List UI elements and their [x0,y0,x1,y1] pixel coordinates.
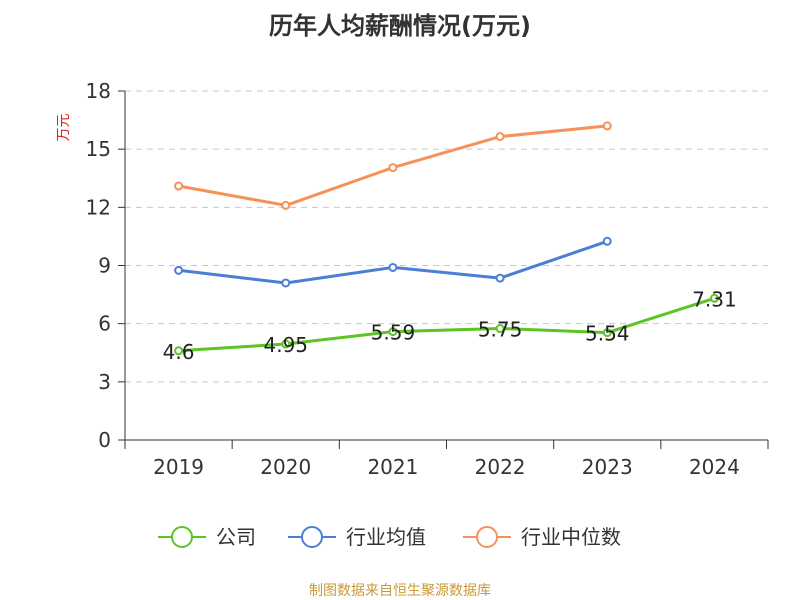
series-point-1 [388,262,398,272]
series-point-2 [281,200,291,210]
data-label: 5.75 [478,318,523,342]
data-label: 4.95 [263,333,308,357]
y-tick-label: 15 [86,137,111,161]
series-point-1 [495,273,505,283]
series-point-0 [388,327,398,337]
x-tick-label: 2022 [475,455,526,479]
grid-lines [125,90,768,383]
series-point-2 [495,132,505,142]
series-point-0 [602,328,612,338]
series-point-0 [495,324,505,334]
legend-marker-0 [171,526,193,548]
data-label: 5.59 [371,321,416,345]
series-line-1 [178,239,608,285]
series-point-0 [709,293,719,303]
legend-label: 行业中位数 [521,525,621,549]
y-tick-label: 18 [86,79,111,103]
data-labels: 4.6 4.95 5.59 5.75 5.54 7.31 [163,287,737,364]
y-tick-label: 6 [98,312,111,336]
chart-title: 历年人均薪酬情况(万元) [269,12,531,40]
x-tick-label: 2021 [367,455,418,479]
legend-marker-1 [301,526,323,548]
y-tick-label: 0 [98,428,111,452]
series-point-2 [602,121,612,131]
axes: 0 3 6 9 12 15 18 2019 2020 2021 2022 2023 2024 万元 [56,79,769,479]
series-point-0 [174,346,184,356]
x-tick-label: 2020 [260,455,311,479]
legend-label: 公司 [216,525,256,549]
data-source-note: 制图数据来自恒生聚源数据库 [309,583,491,599]
y-axis-title: 万元 [56,114,72,142]
series-point-1 [281,278,291,288]
series-line-0 [178,296,715,353]
x-tick-label: 2023 [582,455,633,479]
legend-marker-2 [476,526,498,548]
series-layer [174,121,719,356]
x-tick-label: 2019 [153,455,204,479]
data-label: 4.6 [163,340,195,364]
x-tick-label: 2024 [689,455,740,479]
series-point-1 [602,236,612,246]
y-tick-label: 3 [98,370,111,394]
legend-label: 行业均值 [346,525,426,549]
legend: 公司 行业均值 行业中位数 [158,525,621,549]
series-point-2 [388,163,398,173]
series-point-1 [174,265,184,275]
series-point-0 [281,339,291,349]
data-label: 7.31 [692,287,737,311]
series-point-2 [174,181,184,191]
y-tick-label: 9 [98,254,111,278]
data-label: 5.54 [585,322,630,346]
y-tick-label: 12 [86,195,111,219]
